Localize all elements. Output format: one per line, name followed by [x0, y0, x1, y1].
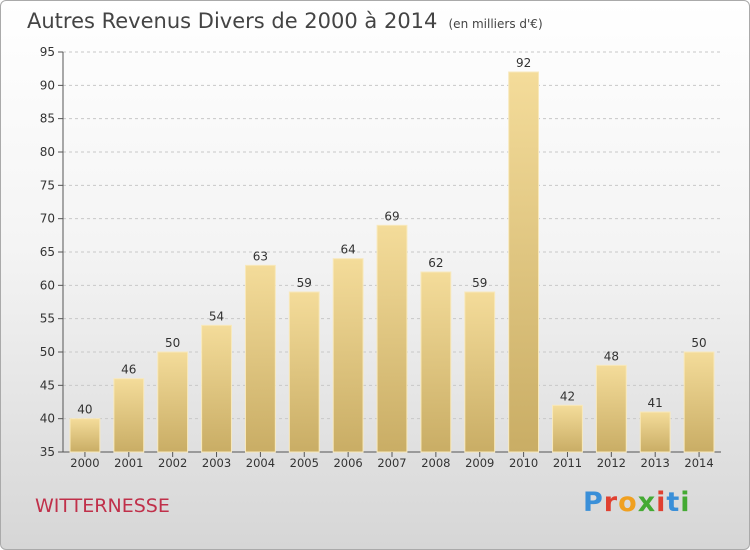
x-tick-label-2002: 2002 — [158, 456, 187, 470]
y-tick-label: 65 — [40, 245, 55, 259]
x-tick-label-2003: 2003 — [202, 456, 231, 470]
data-label-2007: 69 — [384, 209, 399, 223]
x-tick-label-2010: 2010 — [509, 456, 538, 470]
logo-letter: i — [680, 487, 691, 518]
chart-title-block: Autres Revenus Divers de 2000 à 2014 (en… — [27, 9, 543, 33]
x-tick-label-2004: 2004 — [246, 456, 275, 470]
logo-letter: i — [656, 487, 667, 518]
data-label-2006: 64 — [340, 243, 355, 257]
data-label-2008: 62 — [428, 256, 443, 270]
x-tick-label-2000: 2000 — [70, 456, 99, 470]
x-tick-label-2007: 2007 — [377, 456, 406, 470]
y-tick-label: 55 — [40, 312, 55, 326]
bar-2011 — [552, 404, 583, 453]
logo-letter: o — [618, 487, 638, 518]
logo-letter: x — [637, 487, 657, 518]
data-label-2009: 59 — [472, 276, 487, 290]
data-label-2000: 40 — [77, 403, 92, 417]
bar-2000 — [69, 418, 101, 453]
data-label-2001: 46 — [121, 363, 136, 377]
bar-2001 — [113, 378, 145, 453]
x-tick-label-2005: 2005 — [290, 456, 319, 470]
data-label-2013: 41 — [648, 396, 663, 410]
logo-letter: t — [666, 487, 681, 518]
x-tick-label-2011: 2011 — [553, 456, 582, 470]
proxiti-logo: Proxiti — [583, 487, 691, 518]
y-tick-label: 45 — [40, 378, 55, 392]
x-tick-label-2013: 2013 — [641, 456, 670, 470]
data-label-2002: 50 — [165, 336, 180, 350]
bar-2013 — [639, 411, 671, 453]
logo-letter: P — [583, 487, 604, 518]
bar-2012 — [595, 364, 627, 453]
x-tick-label-2014: 2014 — [684, 456, 713, 470]
x-tick-label-2001: 2001 — [114, 456, 143, 470]
bar-2014 — [683, 351, 715, 453]
x-tick-label-2006: 2006 — [333, 456, 362, 470]
bar-2010 — [508, 71, 540, 453]
y-tick-label: 35 — [40, 445, 55, 459]
data-label-2004: 63 — [253, 249, 268, 263]
y-tick-label: 60 — [40, 278, 55, 292]
y-tick-label: 75 — [40, 178, 55, 192]
bar-2005 — [288, 291, 320, 453]
x-tick-label-2009: 2009 — [465, 456, 494, 470]
y-tick-label: 40 — [40, 412, 55, 426]
y-tick-label: 95 — [40, 45, 55, 59]
data-label-2011: 42 — [560, 389, 575, 403]
bar-2003 — [201, 324, 232, 453]
y-tick-label: 50 — [40, 345, 55, 359]
data-label-2014: 50 — [691, 336, 706, 350]
bar-2007 — [376, 224, 408, 453]
y-tick-label: 90 — [40, 78, 55, 92]
bar-2008 — [420, 271, 452, 453]
x-tick-label-2012: 2012 — [597, 456, 626, 470]
data-label-2010: 92 — [516, 56, 531, 70]
place-name: WITTERNESSE — [35, 495, 170, 517]
x-tick-label-2008: 2008 — [421, 456, 450, 470]
data-label-2012: 48 — [604, 349, 619, 363]
y-tick-label: 80 — [40, 145, 55, 159]
chart-title: Autres Revenus Divers de 2000 à 2014 — [27, 9, 438, 33]
data-label-2003: 54 — [209, 309, 224, 323]
chart-unit: (en milliers d'€) — [448, 17, 543, 31]
bar-2009 — [464, 291, 496, 453]
y-tick-label: 70 — [40, 212, 55, 226]
bar-2006 — [332, 258, 364, 453]
data-label-2005: 59 — [297, 276, 312, 290]
y-tick-label: 85 — [40, 112, 55, 126]
bar-2004 — [244, 264, 276, 453]
bar-2002 — [157, 351, 189, 453]
logo-letter: r — [603, 487, 619, 518]
